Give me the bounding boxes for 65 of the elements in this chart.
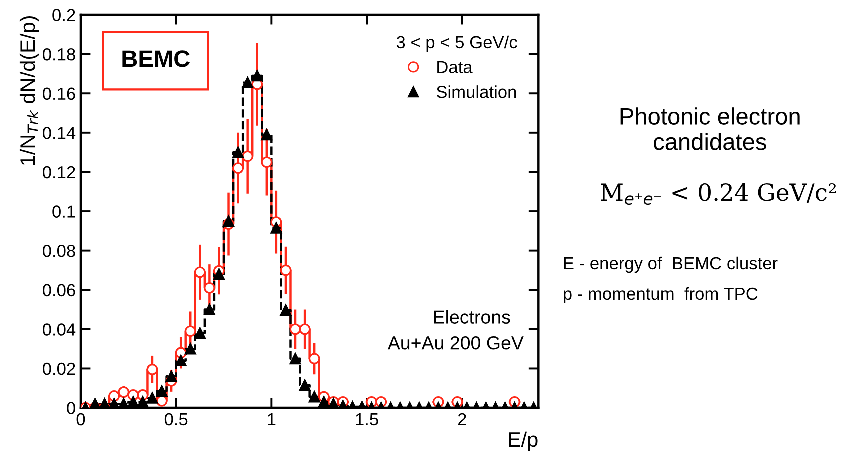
y-tick-label: 0.06: [43, 284, 76, 297]
point: [184, 326, 196, 338]
point: [252, 70, 264, 82]
point: [280, 264, 292, 276]
annotation: BEMC: [122, 50, 190, 68]
x-tick-label: 0.5: [164, 413, 188, 426]
point: [261, 129, 273, 141]
x-tick-label: 1.5: [356, 414, 378, 426]
point: [184, 343, 196, 355]
point: [204, 282, 216, 294]
x-axis-title: E/p: [509, 432, 538, 452]
x-tick-label: 1: [268, 414, 276, 426]
point: [194, 328, 206, 340]
point: [175, 355, 187, 367]
y-axis-title: 1/N$_{Trk}$ dN/d(E/p): [20, 16, 40, 166]
text: M$_{e⁺e⁻}$ < 0.24 GeV/c²: [601, 183, 836, 206]
point: [299, 324, 311, 336]
point: [214, 268, 225, 280]
point: [99, 398, 111, 408]
text: E - energy of BEMC cluster: [564, 256, 778, 274]
y-tick-label: 0.1: [52, 206, 76, 218]
point: [318, 396, 330, 408]
point: [299, 380, 311, 392]
y-tick-label: 0.02: [43, 362, 76, 376]
text: p - momentum from TPC: [564, 287, 758, 304]
y-tick-label: 0.18: [43, 48, 76, 61]
point: [204, 304, 216, 316]
x-tick-label: 2: [458, 413, 466, 426]
point: [156, 386, 168, 398]
point: [128, 396, 140, 408]
x-tick-label: 0: [76, 413, 86, 426]
y-tick-label: 0.08: [43, 244, 76, 258]
legend-label: Simulation: [436, 86, 516, 98]
legend-title: 3 < p < 5 GeV/c: [396, 36, 518, 52]
y-tick-label: 0.2: [52, 9, 76, 22]
y-tick-label: 0: [67, 402, 76, 414]
point: [308, 353, 320, 365]
y-tick-label: 0.12: [43, 166, 76, 179]
point: [108, 390, 120, 402]
annotation: Electrons: [434, 310, 510, 324]
legend-label: Data: [438, 61, 473, 74]
point: [290, 353, 302, 365]
point: [242, 77, 254, 88]
point: [223, 216, 234, 228]
point: [118, 386, 130, 398]
point: [146, 392, 158, 404]
point: [232, 146, 244, 158]
point: [261, 156, 273, 168]
point: [90, 398, 101, 408]
point: [108, 398, 120, 408]
point: [232, 162, 244, 174]
point: [166, 370, 178, 382]
point: [194, 266, 206, 278]
point: [280, 304, 292, 316]
y-tick-label: 0.04: [43, 324, 76, 336]
point: [270, 222, 282, 234]
annotation: Au+Au 200 GeV: [388, 336, 524, 350]
point: [137, 396, 149, 408]
point: [146, 364, 158, 376]
y-tick-label: 0.14: [43, 127, 76, 140]
point: [242, 150, 254, 162]
point: [308, 391, 320, 403]
y-tick-label: 0.16: [43, 88, 76, 100]
point: [290, 324, 302, 336]
text: Photonic electron candidates: [620, 108, 800, 150]
